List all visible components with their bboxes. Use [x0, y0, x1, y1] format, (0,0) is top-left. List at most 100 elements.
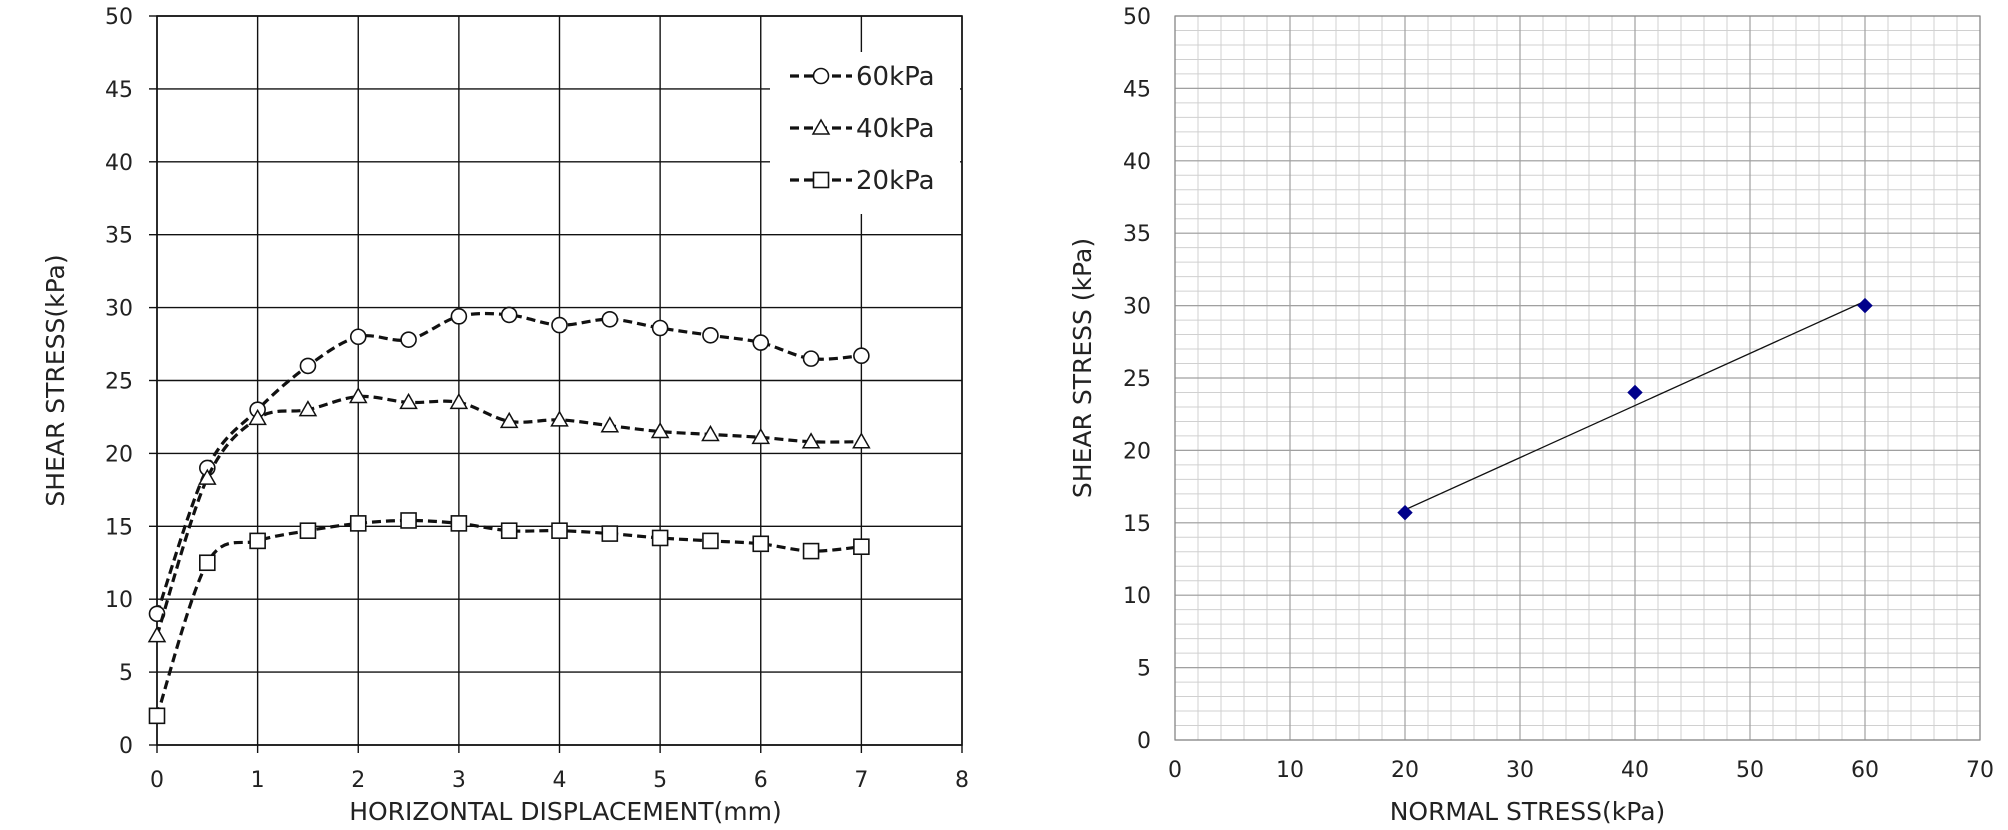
- data-point: [752, 535, 770, 553]
- x-tick-label: 50: [1736, 758, 1764, 783]
- y-tick-label: 30: [105, 297, 133, 322]
- data-point: [601, 525, 619, 542]
- y-axis-title: SHEAR STRESS(kPa): [41, 254, 70, 506]
- data-point: [148, 605, 166, 623]
- data-point: [551, 522, 568, 539]
- data-point: [147, 626, 167, 643]
- data-point: [802, 350, 820, 367]
- legend-label: 60kPa: [856, 62, 935, 92]
- y-tick-label: 5: [1137, 657, 1151, 682]
- y-tick-label: 25: [1123, 367, 1151, 392]
- legend-box: [770, 52, 960, 214]
- y-tick-label: 35: [105, 224, 133, 249]
- legend-marker: [812, 67, 830, 85]
- legend-marker: [812, 171, 830, 189]
- data-point: [551, 316, 568, 334]
- data-point: [400, 331, 417, 348]
- x-tick-label: 20: [1391, 758, 1419, 783]
- data-point: [651, 319, 669, 337]
- x-tick-label: 2: [351, 768, 365, 793]
- plot-frame: [1174, 15, 1981, 741]
- y-tick-label: 5: [119, 661, 133, 686]
- data-point: [751, 427, 771, 445]
- data-point: [249, 532, 266, 550]
- data-point: [853, 538, 870, 556]
- y-tick-label: 10: [105, 588, 133, 613]
- y-tick-label: 15: [105, 515, 133, 540]
- x-tick-label: 30: [1506, 758, 1534, 783]
- y-tick-label: 40: [105, 151, 133, 176]
- data-point: [298, 400, 318, 417]
- legend: 60kPa 40kPa 20kPa: [770, 52, 960, 214]
- data-point: [299, 357, 317, 375]
- data-point: [701, 424, 720, 442]
- x-tick-label: 7: [854, 768, 868, 793]
- y-tick-label: 0: [1137, 729, 1151, 754]
- data-point: [449, 392, 469, 410]
- data-point: [802, 542, 820, 560]
- series-20kPa: [148, 512, 870, 725]
- legend-label: 20kPa: [856, 166, 935, 196]
- legend-marker: [811, 118, 831, 135]
- data-point: [853, 347, 870, 365]
- x-tick-label: 4: [553, 768, 567, 793]
- data-point: [752, 334, 770, 351]
- y-tick-label: 50: [1123, 5, 1151, 30]
- data-point: [1627, 384, 1643, 401]
- y-tick-label: 15: [1123, 512, 1151, 537]
- data-point: [199, 554, 216, 572]
- x-tick-label: 0: [1168, 758, 1182, 783]
- y-tick-label: 50: [105, 5, 133, 30]
- x-tick-label: 5: [653, 768, 667, 793]
- legend-label: 40kPa: [856, 114, 935, 144]
- data-point: [651, 529, 669, 547]
- y-tick-label: 30: [1123, 295, 1151, 320]
- displacement-chart: 0 1 2 3 4 5 6 7 805101520253035404550HORIZONTAL …: [41, 5, 969, 826]
- data-point: [801, 432, 821, 449]
- data-point: [600, 416, 620, 433]
- y-tick-label: 45: [1123, 77, 1151, 102]
- y-tick-label: 35: [1123, 222, 1151, 247]
- y-tick-label: 25: [105, 370, 133, 395]
- y-tick-label: 10: [1123, 584, 1151, 609]
- data-point: [852, 432, 871, 449]
- data-point: [399, 392, 418, 410]
- x-axis-title: NORMAL STRESS(kPa): [1390, 797, 1666, 826]
- x-tick-label: 60: [1851, 758, 1879, 783]
- data-point: [148, 707, 166, 725]
- data-point: [450, 515, 468, 532]
- data-point: [348, 387, 368, 404]
- x-axis-title: HORIZONTAL DISPLACEMENT(mm): [349, 797, 782, 826]
- x-tick-label: 0: [150, 768, 164, 793]
- y-tick-label: 20: [105, 442, 133, 467]
- data-point: [450, 308, 468, 325]
- x-tick-label: 70: [1966, 758, 1994, 783]
- data-point: [1397, 504, 1413, 521]
- x-tick-label: 40: [1621, 758, 1649, 783]
- x-tick-label: 10: [1276, 758, 1304, 783]
- y-axis-title: SHEAR STRESS (kPa): [1068, 238, 1097, 498]
- y-tick-label: 0: [119, 734, 133, 759]
- data-point: [702, 327, 719, 344]
- series-40kPa: [147, 387, 871, 643]
- y-tick-label: 40: [1123, 150, 1151, 175]
- data-point: [198, 468, 217, 485]
- data-point: [299, 522, 317, 539]
- data-point: [349, 515, 367, 532]
- failure-envelope-chart: 0 10 20 30 40 50 60 70 0 5 10 15 20 25 30 35 40 45 50 NORMA…: [1068, 5, 1994, 826]
- data-point: [499, 411, 519, 429]
- data-point: [650, 422, 670, 439]
- data-point: [400, 512, 417, 529]
- series-line: [155, 311, 862, 615]
- data-point: [500, 522, 518, 539]
- data-point: [702, 532, 719, 550]
- y-tick-label: 45: [105, 78, 133, 103]
- x-tick-label: 8: [955, 768, 969, 793]
- data-point: [500, 306, 518, 324]
- y-tick-label: 20: [1123, 439, 1151, 464]
- trendline: [1404, 300, 1866, 511]
- x-tick-label: 3: [452, 768, 466, 793]
- data-point: [349, 328, 367, 346]
- x-tick-label: 6: [754, 768, 768, 793]
